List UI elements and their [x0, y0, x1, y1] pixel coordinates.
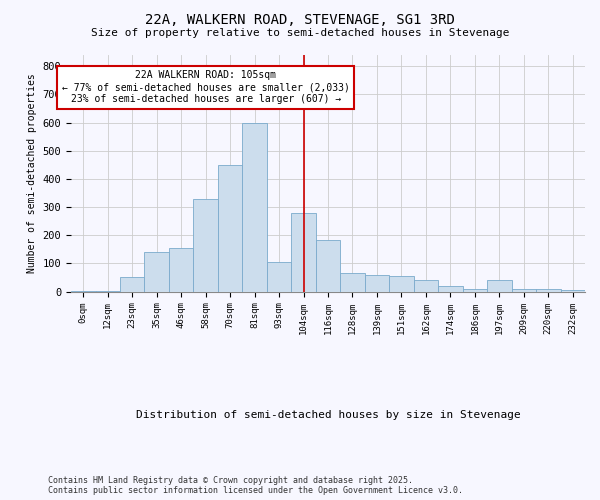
Text: Contains HM Land Registry data © Crown copyright and database right 2025.
Contai: Contains HM Land Registry data © Crown c… — [48, 476, 463, 495]
Bar — [389, 276, 413, 291]
Bar — [438, 286, 463, 292]
Bar — [267, 262, 292, 292]
Bar — [340, 274, 365, 291]
Bar — [560, 290, 585, 292]
Bar — [193, 198, 218, 292]
Bar — [242, 122, 267, 292]
X-axis label: Distribution of semi-detached houses by size in Stevenage: Distribution of semi-detached houses by … — [136, 410, 520, 420]
Text: Size of property relative to semi-detached houses in Stevenage: Size of property relative to semi-detach… — [91, 28, 509, 38]
Bar — [463, 289, 487, 292]
Bar — [316, 240, 340, 292]
Bar — [169, 248, 193, 292]
Bar — [292, 213, 316, 292]
Text: 22A, WALKERN ROAD, STEVENAGE, SG1 3RD: 22A, WALKERN ROAD, STEVENAGE, SG1 3RD — [145, 12, 455, 26]
Y-axis label: Number of semi-detached properties: Number of semi-detached properties — [27, 74, 37, 273]
Bar — [512, 290, 536, 292]
Bar — [487, 280, 512, 291]
Bar — [413, 280, 438, 291]
Bar — [95, 291, 120, 292]
Bar — [145, 252, 169, 292]
Bar — [71, 291, 95, 292]
Bar — [536, 290, 560, 292]
Bar — [365, 274, 389, 291]
Bar — [218, 165, 242, 292]
Text: 22A WALKERN ROAD: 105sqm
← 77% of semi-detached houses are smaller (2,033)
23% o: 22A WALKERN ROAD: 105sqm ← 77% of semi-d… — [62, 70, 350, 104]
Bar — [120, 277, 145, 291]
